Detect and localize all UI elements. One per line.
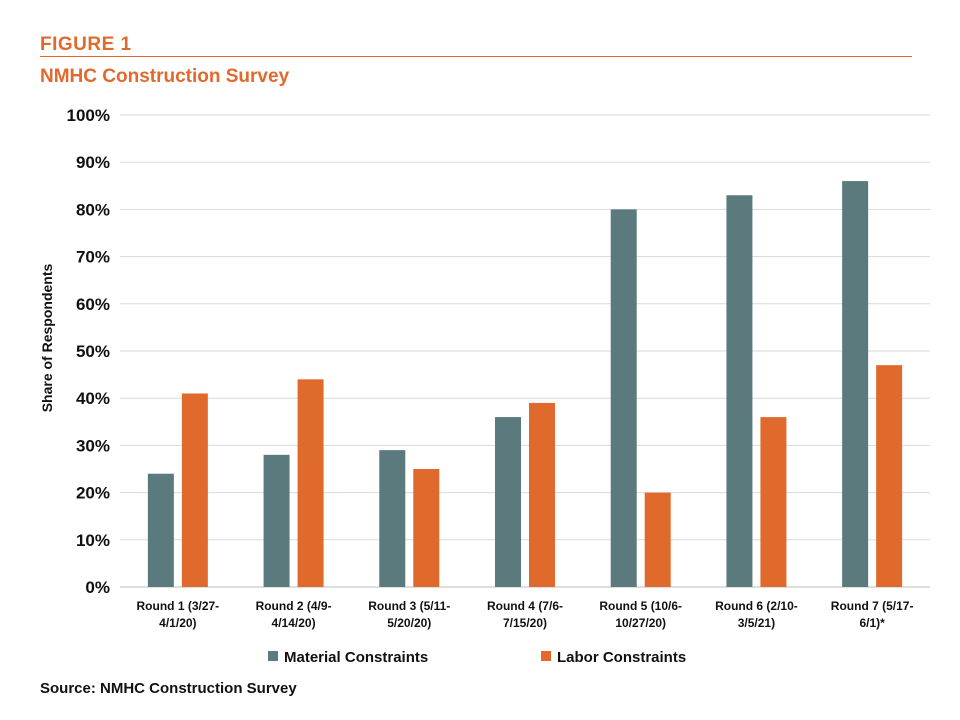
bar-material-constraints [726,195,753,588]
y-tick-label: 20% [76,484,110,503]
title-divider [40,56,912,57]
legend-swatch [268,651,278,661]
bar-material-constraints [495,417,521,587]
bar-labor-constraints [181,393,208,587]
x-tick-label: Round 7 (5/17-6/1)* [831,599,914,630]
legend-label: Material Constraints [284,649,428,666]
bar-material-constraints [610,209,637,587]
bar-labor-constraints [413,469,440,587]
x-tick-label: Round 6 (2/10-3/5/21) [715,599,798,630]
y-axis-label: Share of Respondents [39,264,55,413]
y-tick-label: 90% [76,153,110,172]
bars [147,181,903,588]
legend-item-material-constraints: Material Constraints [268,649,428,666]
y-tick-label: 10% [76,531,110,550]
bar-material-constraints [263,454,290,587]
x-tick-label: Round 3 (5/11-5/20/20) [368,599,450,630]
bar-material-constraints [147,473,174,587]
bar-labor-constraints [876,365,903,587]
legend: Material Constraints Labor Constraints [268,649,686,666]
x-tick-label: Round 5 (10/6-10/27/20) [599,599,682,630]
chart-title: NMHC Construction Survey [40,66,290,87]
bar-labor-constraints [297,379,324,587]
y-axis-ticks: 0% 10% 20% 30% 40% 50% 60% 70% 80% 90% 100% [67,106,110,597]
gridlines [120,114,930,588]
bar-labor-constraints [760,417,787,587]
bar-chart: 0% 10% 20% 30% 40% 50% 60% 70% 80% 90% 100% Round … [39,106,930,666]
source-note: Source: NMHC Construction Survey [40,680,297,697]
bar-labor-constraints [529,402,555,587]
x-tick-label: Round 2 (4/9-4/14/20) [256,599,332,630]
bar-labor-constraints [644,492,671,587]
y-tick-label: 0% [85,578,110,597]
y-tick-label: 50% [76,342,110,361]
x-tick-label: Round 1 (3/27-4/1/20) [137,599,220,630]
y-tick-label: 30% [76,436,110,455]
bar-material-constraints [379,450,406,587]
legend-item-labor-constraints: Labor Constraints [541,649,686,666]
x-tick-label: Round 4 (7/6-7/15/20) [487,599,563,630]
y-tick-label: 100% [67,106,110,125]
x-axis-ticks: Round 1 (3/27-4/1/20) Round 2 (4/9-4/14/2… [137,599,914,630]
y-tick-label: 70% [76,248,110,267]
bar-material-constraints [842,181,869,587]
legend-label: Labor Constraints [557,649,686,666]
legend-swatch [541,651,551,661]
y-tick-label: 80% [76,200,110,219]
y-tick-label: 60% [76,295,110,314]
figure-label: FIGURE 1 [40,34,132,55]
y-tick-label: 40% [76,389,110,408]
